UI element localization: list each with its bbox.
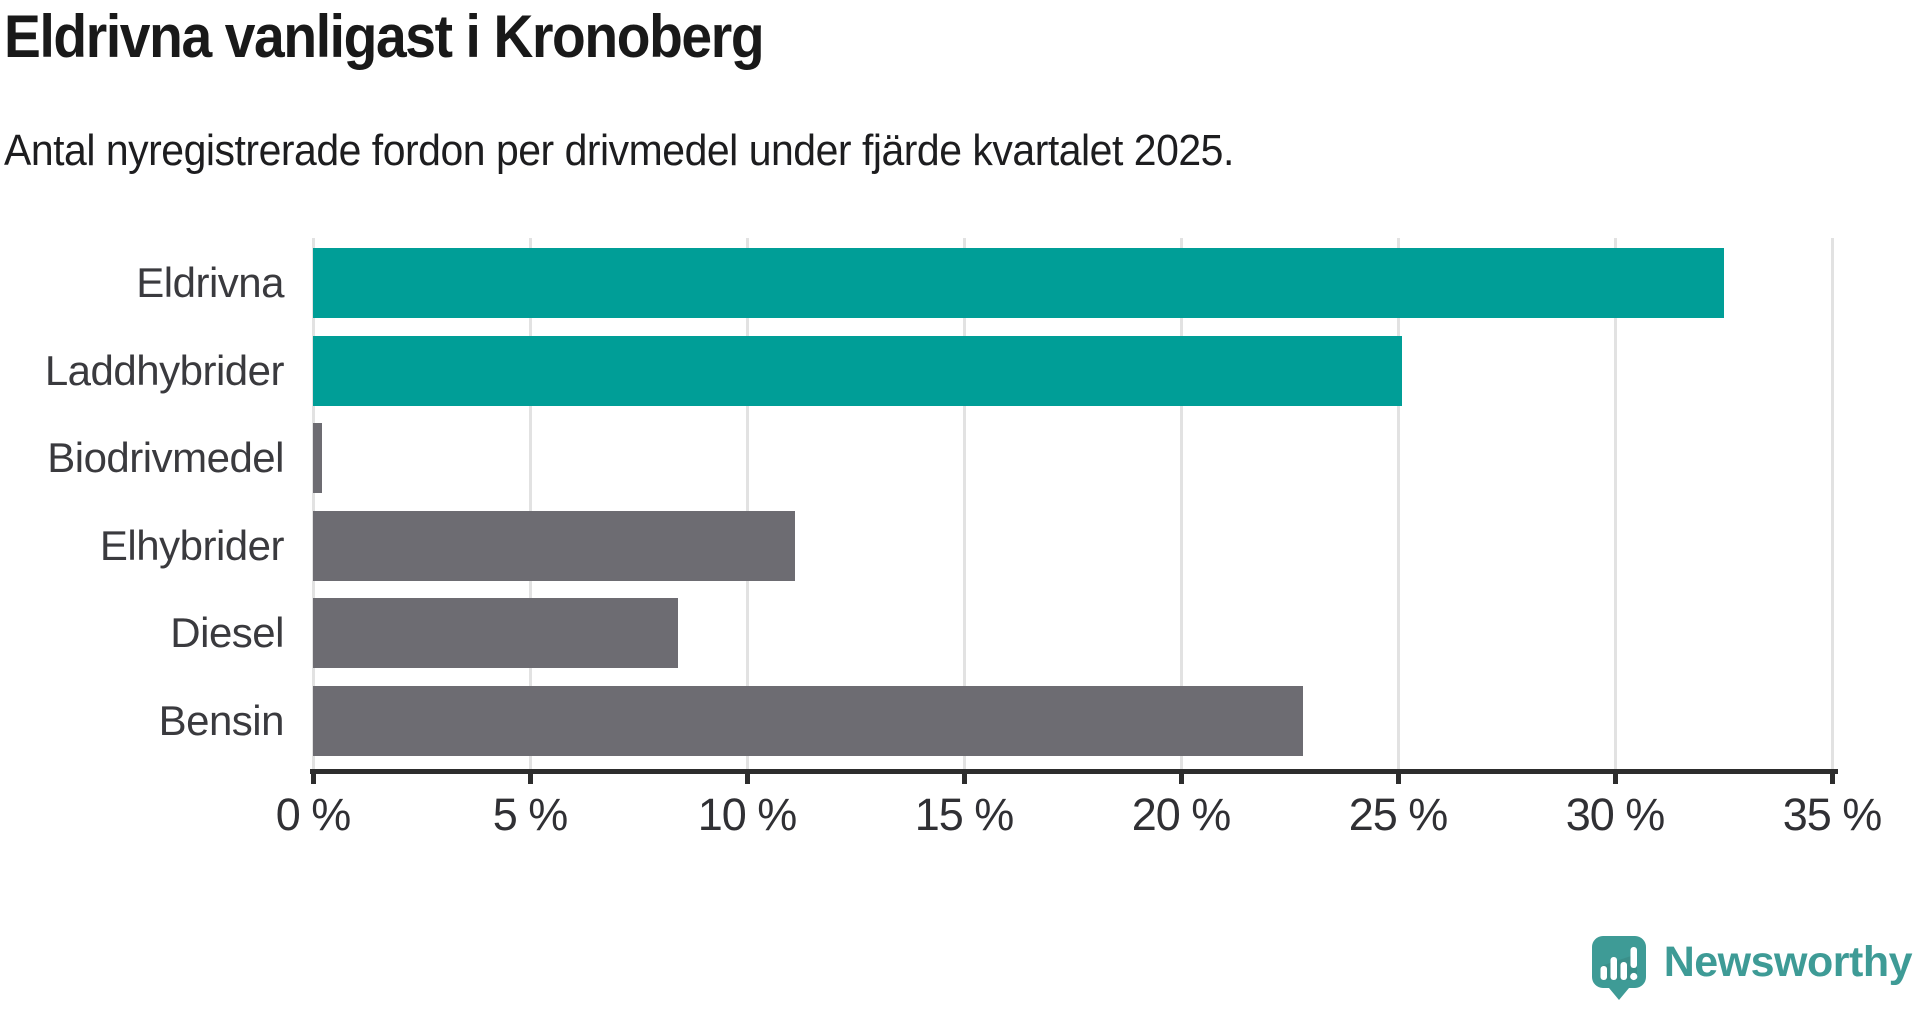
gridline-20	[1179, 238, 1183, 769]
bar-eldrivna	[313, 248, 1724, 318]
x-tick-label: 20 %	[1131, 789, 1232, 840]
x-axis-tick-5	[527, 769, 533, 784]
x-tick-label: 35 %	[1782, 789, 1883, 840]
gridline-15	[962, 238, 966, 769]
category-label-bensin: Bensin	[158, 696, 285, 744]
newsworthy-logo: Newsworthy	[1591, 936, 1913, 1000]
x-tick-label: 30 %	[1565, 789, 1666, 840]
gridline-0	[311, 238, 315, 769]
category-label-diesel: Diesel	[170, 609, 284, 656]
x-tick-label: 5 %	[492, 789, 569, 840]
x-axis-tick-0	[310, 769, 316, 784]
gridline-5	[528, 238, 532, 769]
bar-elhybrider	[313, 510, 795, 581]
bar-diesel	[313, 598, 678, 668]
gridline-25	[1396, 238, 1400, 769]
category-label-eldrivna: Eldrivna	[136, 259, 284, 306]
newsworthy-logo-text: Newsworthy	[1663, 937, 1913, 986]
x-axis-tick-10	[744, 769, 750, 784]
category-label-laddhybrider: Laddhybrider	[44, 346, 285, 394]
bar-bensin	[313, 685, 1303, 756]
x-tick-label: 10 %	[697, 789, 798, 840]
chart-title: Eldrivna vanligast i Kronoberg	[4, 3, 765, 70]
x-tick-label: 15 %	[914, 789, 1015, 840]
x-axis-tick-25	[1395, 769, 1401, 784]
category-label-biodrivmedel: Biodrivmedel	[47, 434, 284, 481]
gridline-35	[1830, 238, 1834, 769]
newsworthy-speech-bubble-chart-icon	[1591, 936, 1646, 1000]
x-tick-label: 0 %	[275, 789, 352, 840]
x-axis-tick-30	[1612, 769, 1618, 784]
x-tick-label: 25 %	[1348, 789, 1449, 840]
x-axis-line	[310, 769, 1838, 774]
chart-subtitle: Antal nyregistrerade fordon per drivmede…	[4, 126, 1234, 175]
x-axis-tick-35	[1829, 769, 1835, 784]
plot-area	[311, 238, 1835, 769]
x-axis-tick-15	[961, 769, 967, 784]
x-axis-tick-20	[1178, 769, 1184, 784]
bar-biodrivmedel	[313, 423, 322, 493]
gridline-30	[1613, 238, 1617, 769]
gridline-10	[745, 238, 749, 769]
bar-laddhybrider	[313, 335, 1403, 406]
category-label-elhybrider: Elhybrider	[99, 521, 285, 569]
